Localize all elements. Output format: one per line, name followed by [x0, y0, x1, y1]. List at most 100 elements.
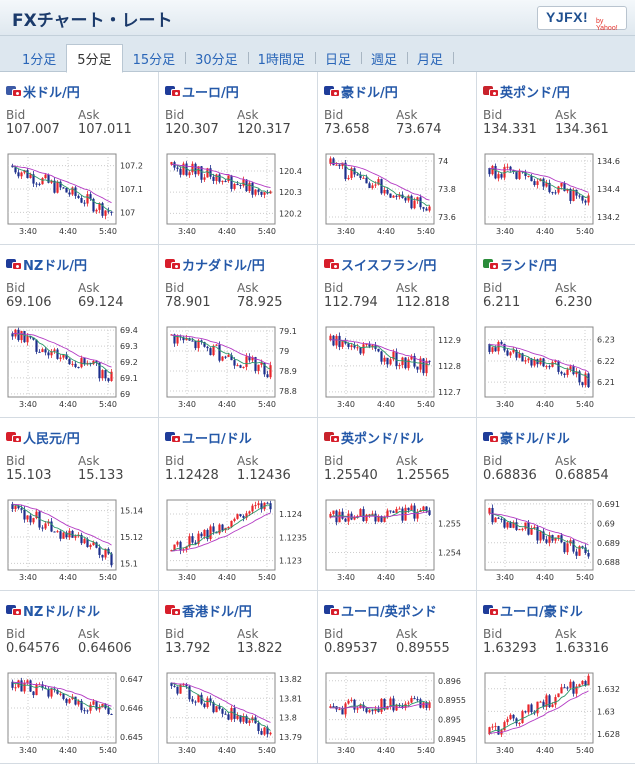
candlestick-chart[interactable]: 13.82 13.81 13.8 13.79 3:40 4:40 5:40	[165, 669, 312, 757]
y-tick-label: 107	[120, 208, 135, 217]
rate-card[interactable]: 豪ドル/円 Bid Ask 73.658 73.674 74 73.8 73.6 3:40 4:4…	[318, 72, 477, 245]
candle-down	[65, 698, 68, 703]
currency-pair-link[interactable]: ユーロ/豪ドル	[483, 601, 583, 620]
candle-down	[548, 182, 551, 193]
candle-down	[212, 526, 215, 532]
candle-down	[428, 360, 431, 362]
candlestick-chart[interactable]: 1.632 1.63 1.628 3:40 4:40 5:40	[483, 669, 630, 757]
currency-pair-link[interactable]: 人民元/円	[6, 428, 80, 447]
candle-down	[260, 731, 263, 735]
rate-card[interactable]: ユーロ/ドル Bid Ask 1.12428 1.12436 1.124 1.1235 1.1…	[159, 418, 318, 591]
candlestick-chart[interactable]: 6.23 6.22 6.21 3:40 4:40 5:40	[483, 323, 630, 411]
currency-pair-link[interactable]: 英ポンド/円	[483, 82, 570, 101]
candle-down	[218, 344, 221, 361]
candle-up	[251, 357, 254, 361]
tab-2[interactable]: 15分足	[132, 52, 176, 68]
currency-pair-link[interactable]: ユーロ/円	[165, 82, 239, 101]
candle-up	[554, 537, 557, 541]
tab-1[interactable]: 5分足	[66, 44, 123, 73]
rate-card[interactable]: カナダドル/円 Bid Ask 78.901 78.925 79.1 79 78.9 78.8 3…	[159, 245, 318, 418]
ask-label: Ask	[78, 281, 100, 295]
rate-card[interactable]: ユーロ/円 Bid Ask 120.307 120.317 120.4 120.3 120.2…	[159, 72, 318, 245]
ask-value: 69.124	[78, 295, 124, 310]
candlestick-chart[interactable]: 112.9 112.8 112.7 3:40 4:40 5:40	[324, 323, 471, 411]
candlestick-chart[interactable]: 107.2 107.1 107 3:40 4:40 5:40	[6, 150, 153, 238]
candlestick-chart[interactable]: 74 73.8 73.6 3:40 4:40 5:40	[324, 150, 471, 238]
currency-pair-link[interactable]: 英ポンド/ドル	[324, 428, 424, 447]
rate-card[interactable]: 英ポンド/ドル Bid Ask 1.25540 1.25565 1.255 1.254 3:4…	[318, 418, 477, 591]
candle-up	[251, 505, 254, 512]
candle-up	[551, 362, 554, 367]
y-tick-label: 69	[120, 390, 130, 399]
ask-value: 15.133	[78, 468, 124, 483]
candle-down	[506, 350, 509, 356]
rate-card[interactable]: ユーロ/豪ドル Bid Ask 1.63293 1.63316 1.632 1.63 1.62…	[477, 591, 635, 764]
rate-card[interactable]: 米ドル/円 Bid Ask 107.007 107.011 107.2 107.1 107 3:…	[0, 72, 159, 245]
x-tick-label: 4:40	[536, 400, 554, 409]
currency-pair-link[interactable]: NZドル/ドル	[6, 601, 100, 620]
candlestick-chart[interactable]: 120.4 120.3 120.2 3:40 4:40 5:40	[165, 150, 312, 238]
tab-0[interactable]: 1分足	[22, 52, 57, 68]
candlestick-chart[interactable]: 0.691 0.69 0.689 0.688 3:40 4:40 5:40	[483, 496, 630, 584]
candle-up	[263, 727, 266, 735]
bid-label: Bid	[6, 281, 26, 295]
y-tick-label: 120.2	[279, 209, 302, 218]
candle-down	[59, 531, 62, 539]
candle-up	[230, 707, 233, 720]
yjfx-logo[interactable]: YJFX! by Yahoo!	[537, 6, 627, 32]
rate-card[interactable]: 人民元/円 Bid Ask 15.103 15.133 15.14 15.12 15.1 3:4…	[0, 418, 159, 591]
y-tick-label: 69.4	[120, 326, 138, 335]
candlestick-chart[interactable]: 134.6 134.4 134.2 3:40 4:40 5:40	[483, 150, 630, 238]
candle-up	[581, 680, 584, 685]
quote-flag-icon	[489, 89, 499, 97]
rate-card[interactable]: NZドル/円 Bid Ask 69.106 69.124 69.4 69.3 69.2 69.1…	[0, 245, 159, 418]
rate-card[interactable]: 豪ドル/ドル Bid Ask 0.68836 0.68854 0.691 0.69 0.689…	[477, 418, 635, 591]
candlestick-chart[interactable]: 15.14 15.12 15.1 3:40 4:40 5:40	[6, 496, 153, 584]
bid-label: Bid	[483, 281, 503, 295]
candle-down	[80, 534, 83, 544]
candlestick-chart[interactable]: 79.1 79 78.9 78.8 3:40 4:40 5:40	[165, 323, 312, 411]
currency-pair-link[interactable]: 豪ドル/円	[324, 82, 398, 101]
candle-down	[29, 515, 32, 523]
candle-up	[20, 172, 23, 177]
currency-pair-link[interactable]: 米ドル/円	[6, 82, 80, 101]
ma-short-line	[171, 334, 271, 370]
candlestick-chart[interactable]: 1.255 1.254 3:40 4:40 5:40	[324, 496, 471, 584]
candle-up	[182, 163, 185, 175]
tab-5[interactable]: 日足	[314, 44, 361, 72]
rate-card[interactable]: 香港ドル/円 Bid Ask 13.792 13.822 13.82 13.81 13.8 13…	[159, 591, 318, 764]
candle-up	[527, 175, 530, 177]
rate-card[interactable]: 英ポンド/円 Bid Ask 134.331 134.361 134.6 134.4 134.…	[477, 72, 635, 245]
flag-icon	[165, 605, 181, 616]
tab-7[interactable]: 月足	[406, 44, 453, 72]
candlestick-chart[interactable]: 0.647 0.646 0.645 3:40 4:40 5:40	[6, 669, 153, 757]
rate-card[interactable]: スイスフラン/円 Bid Ask 112.794 112.818 112.9 112.8 11…	[318, 245, 477, 418]
chart-frame	[166, 672, 276, 744]
tab-4[interactable]: 1時間足	[247, 44, 315, 72]
candle-down	[230, 355, 233, 361]
candlestick-chart[interactable]: 69.4 69.3 69.2 69.1 69 3:40 4:40 5:40	[6, 323, 153, 411]
currency-pair-link[interactable]: スイスフラン/円	[324, 255, 436, 274]
y-tick-label: 0.688	[597, 558, 620, 567]
rate-card[interactable]: ランド/円 Bid Ask 6.211 6.230 6.23 6.22 6.21 3:40 4:4…	[477, 245, 635, 418]
currency-pair-link[interactable]: ユーロ/英ポンド	[324, 601, 437, 620]
currency-pair-link[interactable]: NZドル/円	[6, 255, 87, 274]
timeframe-tabs: 1分足 5分足 15分足 30分足 1時間足 日足 週足 月足	[12, 44, 454, 73]
currency-pair-link[interactable]: カナダドル/円	[165, 255, 265, 274]
tab-6[interactable]: 週足	[360, 44, 407, 72]
ma-short-line	[171, 163, 271, 194]
rate-card[interactable]: NZドル/ドル Bid Ask 0.64576 0.64606 0.647 0.646 0.6…	[0, 591, 159, 764]
currency-pair-link[interactable]: 豪ドル/ドル	[483, 428, 570, 447]
tab-3[interactable]: 30分足	[185, 44, 248, 72]
candlestick-chart[interactable]: 1.124 1.1235 1.123 3:40 4:40 5:40	[165, 496, 312, 584]
candle-down	[509, 522, 512, 528]
base-flag-icon	[483, 259, 493, 268]
y-tick-label: 6.22	[597, 357, 615, 366]
currency-pair-link[interactable]: ランド/円	[483, 255, 557, 274]
candle-down	[107, 210, 110, 212]
candlestick-chart[interactable]: 0.896 0.8955 0.895 0.8945 3:40 4:40 5:40	[324, 669, 471, 757]
currency-pair-link[interactable]: 香港ドル/円	[165, 601, 252, 620]
candle-down	[218, 174, 221, 182]
currency-pair-link[interactable]: ユーロ/ドル	[165, 428, 252, 447]
rate-card[interactable]: ユーロ/英ポンド Bid Ask 0.89537 0.89555 0.896 0.8955 0…	[318, 591, 477, 764]
